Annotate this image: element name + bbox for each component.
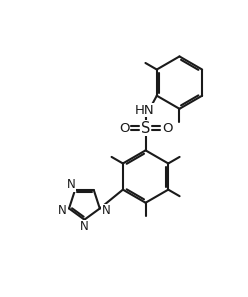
Text: HN: HN <box>135 104 155 117</box>
Text: N: N <box>58 204 67 217</box>
Text: S: S <box>141 121 150 135</box>
Text: O: O <box>162 121 172 135</box>
Text: N: N <box>66 178 75 191</box>
Text: N: N <box>102 204 111 217</box>
Text: N: N <box>80 220 89 233</box>
Text: O: O <box>119 121 129 135</box>
